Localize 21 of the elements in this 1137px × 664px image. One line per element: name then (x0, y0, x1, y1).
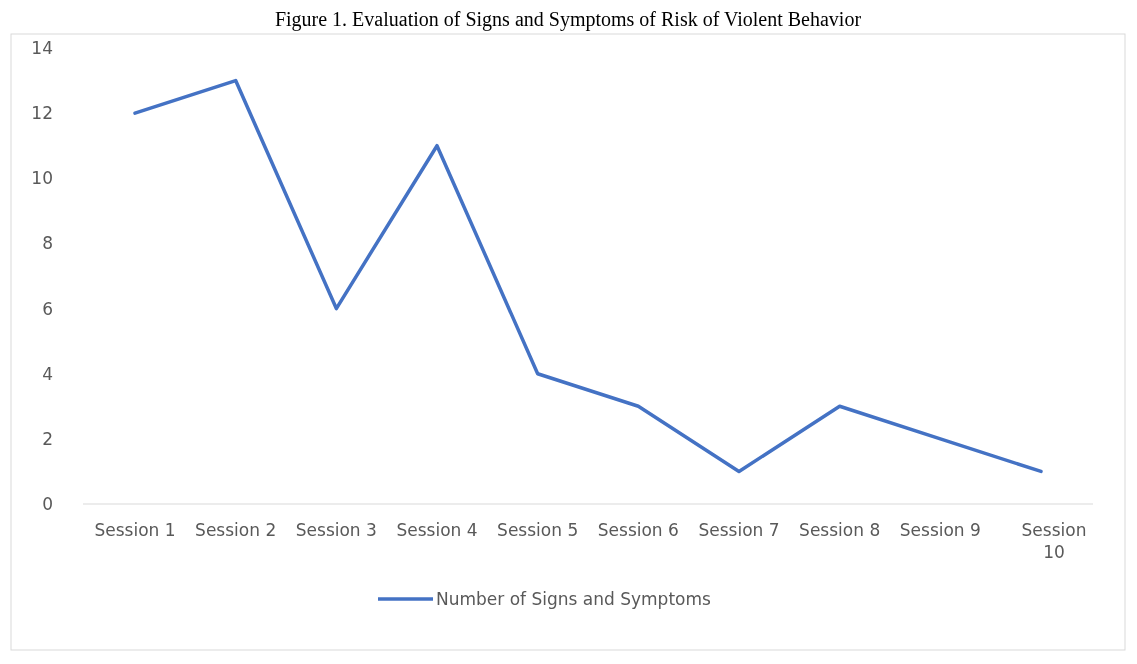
legend-label: Number of Signs and Symptoms (436, 588, 712, 609)
y-tick-label: 12 (31, 103, 53, 124)
x-tick-label: Session 3 (295, 520, 377, 540)
x-tick-label: Session 9 (899, 520, 981, 540)
chart-title: Figure 1. Evaluation of Signs and Symptoms of Risk of Violent Behavior (274, 8, 862, 31)
line-series (133, 78, 1043, 474)
y-tick-label: 8 (42, 233, 53, 254)
y-tick-label: 4 (42, 363, 53, 384)
x-tick-label: Session 10 (1021, 520, 1087, 563)
y-tick-label: 10 (31, 168, 53, 189)
x-tick-label: Session 8 (799, 520, 881, 540)
x-tick-label: Session 6 (597, 520, 679, 540)
y-tick-label: 0 (42, 493, 53, 514)
x-tick-label: Session 2 (195, 520, 277, 540)
x-tick-label: Session 7 (698, 520, 780, 540)
y-tick-label: 6 (42, 298, 53, 319)
y-tick-label: 14 (31, 37, 53, 58)
x-tick-label: Session 5 (497, 520, 579, 540)
y-tick-label: 2 (42, 428, 53, 449)
x-tick-label: Session 1 (94, 520, 176, 540)
x-tick-label: Session 4 (396, 520, 478, 540)
